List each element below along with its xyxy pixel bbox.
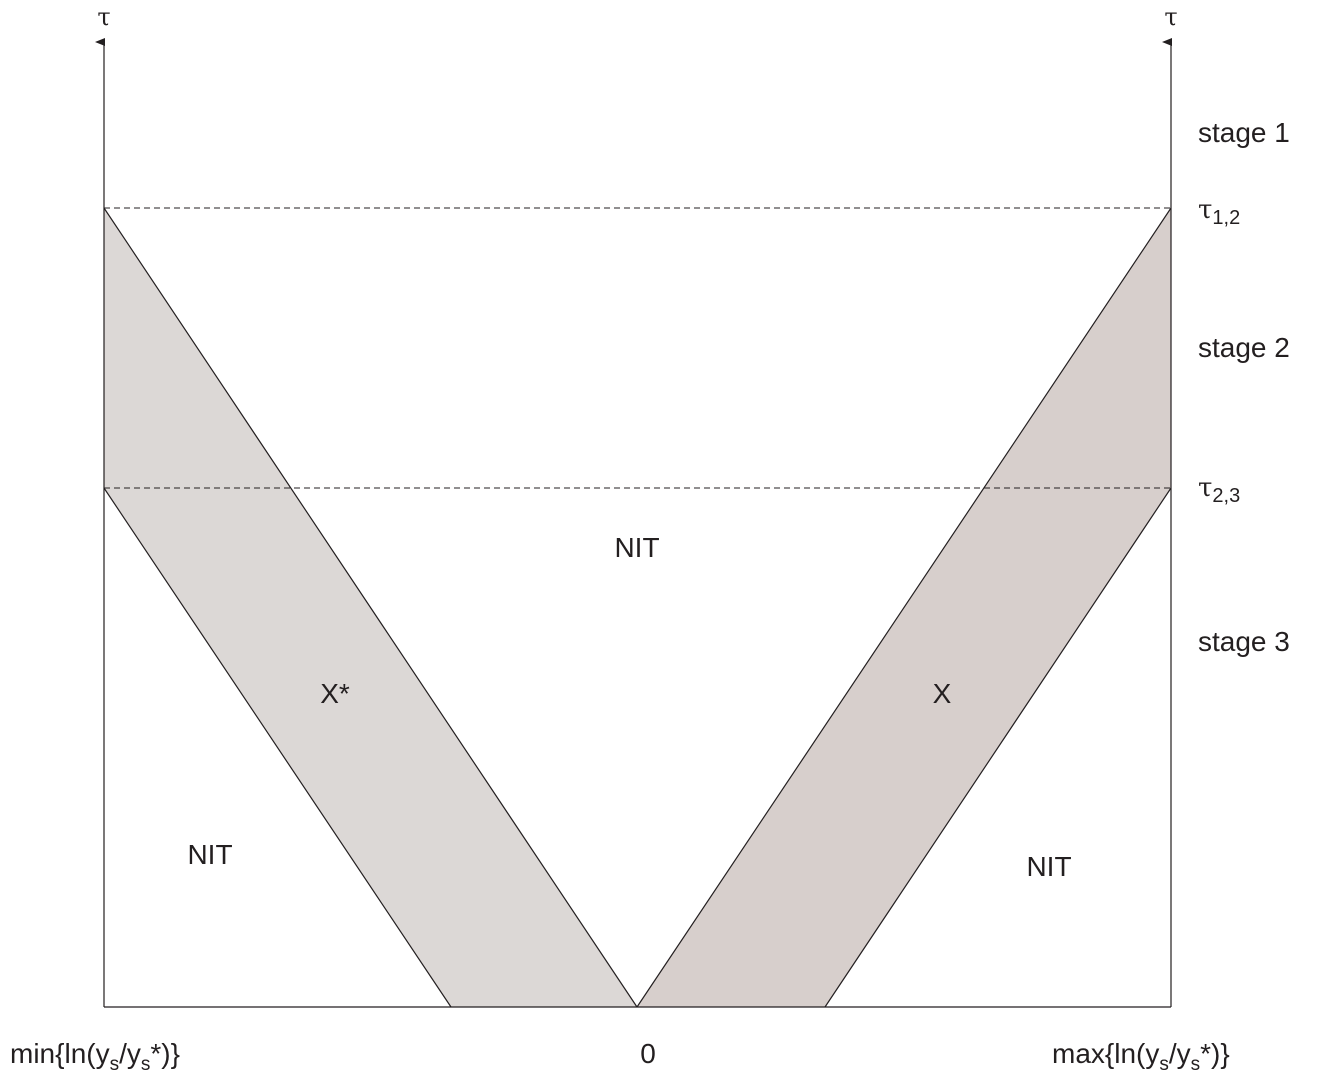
nit-left-label: NIT	[187, 839, 232, 870]
stage-1-label: stage 1	[1198, 117, 1290, 148]
x-lower-boundary	[824, 487, 1172, 1008]
nit-center-label: NIT	[614, 532, 659, 563]
right-axis-label: τ	[1164, 3, 1177, 31]
left-axis-label: τ	[97, 3, 110, 31]
tau-1-2-label: τ1,2	[1198, 195, 1240, 229]
x-min-label: min{ln(ys/ys*)}	[10, 1038, 180, 1075]
x-max-label: max{ln(ys/ys*)}	[1052, 1038, 1230, 1075]
x-star-upper-boundary	[103, 207, 638, 1008]
x-upper-boundary	[636, 207, 1172, 1008]
stage-3-label: stage 3	[1198, 626, 1290, 657]
tau-2-3-label: τ2,3	[1198, 473, 1240, 507]
x-label: X	[933, 678, 952, 709]
stage-2-label: stage 2	[1198, 332, 1290, 363]
x-zero-label: 0	[640, 1038, 656, 1069]
x-star-lower-boundary	[103, 487, 452, 1008]
nit-right-label: NIT	[1026, 851, 1071, 882]
x-star-label: X*	[320, 678, 350, 709]
